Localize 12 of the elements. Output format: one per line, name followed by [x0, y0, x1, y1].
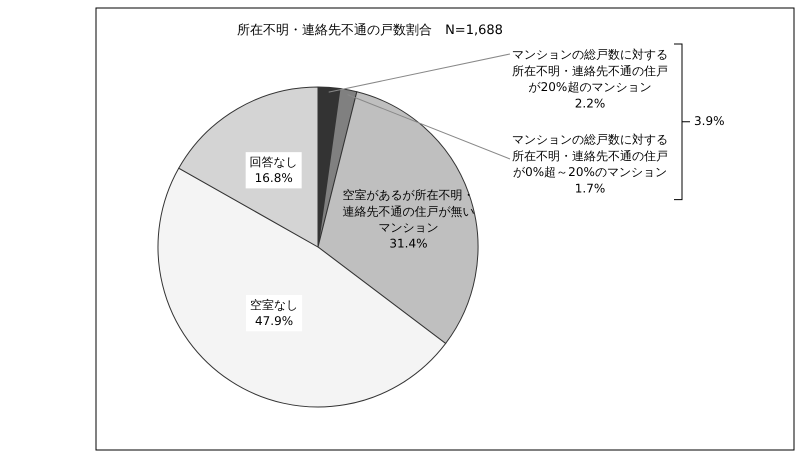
data-label: 47.9% — [255, 314, 294, 328]
slice-label: 回答なし — [250, 155, 298, 170]
slice-label: マンションの総戸数に対する所在不明・連絡先不通の住戸が0%超～20%のマンション — [512, 132, 668, 180]
slice-label: 空室なし — [250, 298, 298, 312]
chart-title: 所在不明・連絡先不通の戸数割合 N=1,688 — [237, 22, 503, 38]
data-label: 1.7% — [574, 182, 606, 196]
data-label: 2.2% — [574, 96, 606, 111]
data-label: 16.8% — [254, 171, 293, 186]
slice-label: 空室があるが所在不明・連絡先不通の住戸が無いマンション — [342, 188, 474, 235]
data-label: 31.4% — [389, 236, 428, 251]
text: 3.9% — [694, 114, 724, 128]
slice-label: マンションの総戸数に対する所在不明・連絡先不通の住戸が20%超のマンション — [512, 48, 668, 94]
